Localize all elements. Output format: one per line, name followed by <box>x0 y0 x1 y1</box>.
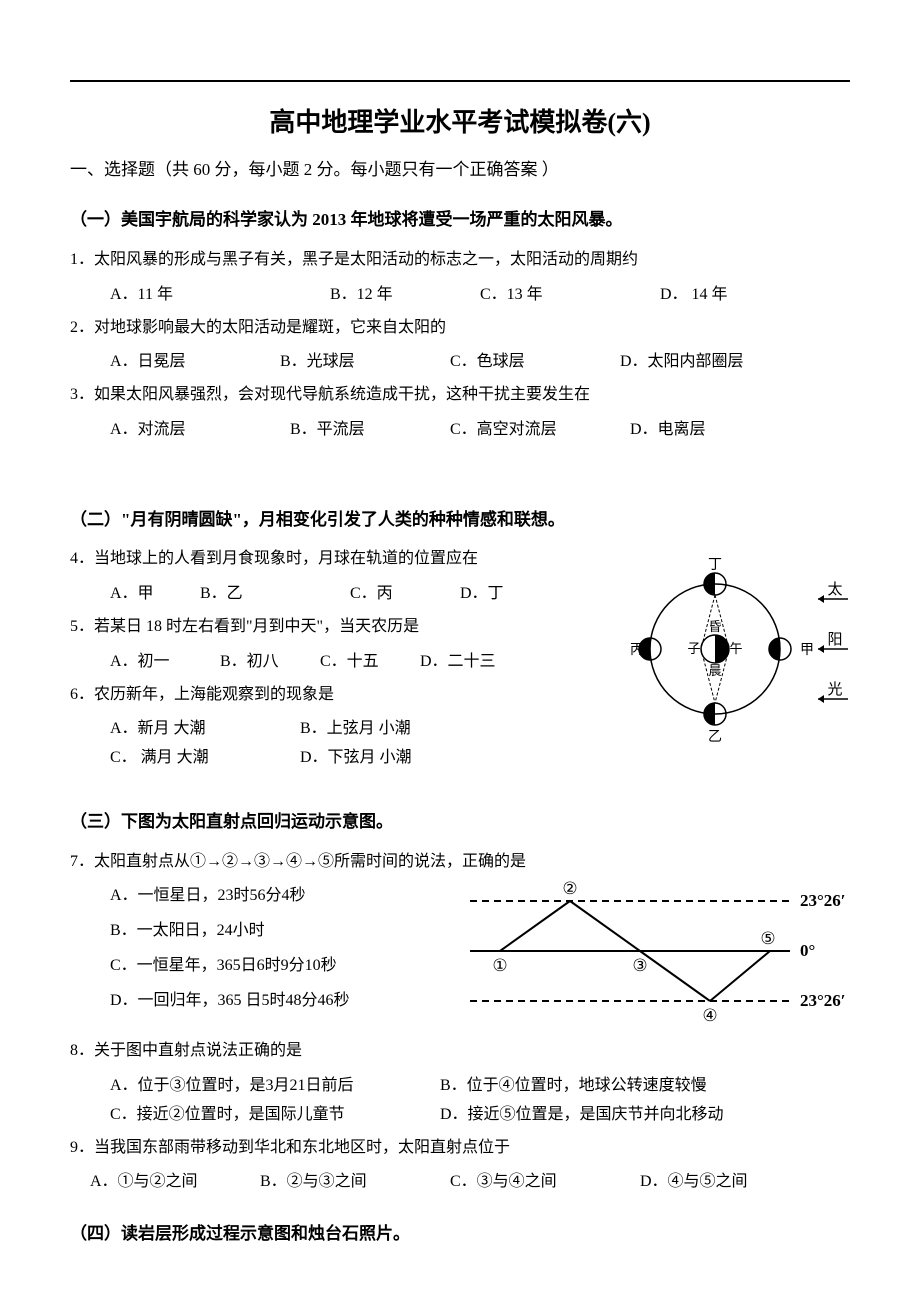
q4-opt-a: A．甲 <box>110 580 200 609</box>
svg-text:③: ③ <box>632 956 647 975</box>
q3-opt-b: B．平流层 <box>290 416 450 445</box>
question-1: 1．太阳风暴的形成与黑子有关，黑子是太阳活动的标志之一，太阳活动的周期约 <box>70 246 850 275</box>
svg-text:⑤: ⑤ <box>760 929 775 948</box>
svg-text:丙: 丙 <box>630 643 644 658</box>
q8-opt-d: D．接近⑤位置是，是国庆节并向北移动 <box>440 1101 724 1130</box>
exam-title: 高中地理学业水平考试模拟卷(六) <box>70 100 850 147</box>
q3-opt-c: C．高空对流层 <box>450 416 630 445</box>
q1-opt-d: D． 14 年 <box>660 281 728 310</box>
svg-text:太: 太 <box>827 581 842 598</box>
question-3-options: A．对流层 B．平流层 C．高空对流层 D．电离层 <box>110 416 850 445</box>
svg-text:②: ② <box>562 879 577 898</box>
q6-opt-c: C． 满月 大潮 <box>110 744 300 773</box>
q4-opt-b: B．乙 <box>200 580 350 609</box>
q5-opt-b: B．初八 <box>220 648 320 677</box>
q3-opt-d: D．电离层 <box>630 416 706 445</box>
question-2: 2．对地球影响最大的太阳活动是耀斑，它来自太阳的 <box>70 314 850 343</box>
q5-opt-c: C．十五 <box>320 648 420 677</box>
top-rule <box>70 80 850 82</box>
q9-opt-b: B．②与③之间 <box>260 1168 450 1197</box>
q5-opt-d: D．二十三 <box>420 648 496 677</box>
svg-text:丁: 丁 <box>708 558 722 573</box>
subsection-4-header: （四）读岩层形成过程示意图和烛台石照片。 <box>70 1219 850 1250</box>
question-9-options: A．①与②之间 B．②与③之间 C．③与④之间 D．④与⑤之间 <box>90 1168 850 1197</box>
question-8: 8．关于图中直射点说法正确的是 <box>70 1037 850 1066</box>
q5-opt-a: A．初一 <box>110 648 220 677</box>
q9-opt-a: A．①与②之间 <box>90 1168 260 1197</box>
subsection-2-header: （二）"月有阴晴圆缺"，月相变化引发了人类的种种情感和联想。 <box>70 505 850 536</box>
svg-text:晨: 晨 <box>708 663 721 678</box>
question-7: 7．太阳直射点从①→②→③→④→⑤所需时间的说法，正确的是 <box>70 848 850 877</box>
q9-opt-c: C．③与④之间 <box>450 1168 640 1197</box>
q3-opt-a: A．对流层 <box>110 416 290 445</box>
question-1-options: A．11 年 B．12 年 C．13 年 D． 14 年 <box>110 281 850 310</box>
q1-opt-a: A．11 年 <box>110 281 330 310</box>
svg-text:光: 光 <box>827 681 842 698</box>
svg-text:④: ④ <box>702 1006 717 1025</box>
question-3: 3．如果太阳风暴强烈，会对现代导航系统造成干扰，这种干扰主要发生在 <box>70 381 850 410</box>
svg-text:①: ① <box>492 956 507 975</box>
subsection-3-header: （三）下图为太阳直射点回归运动示意图。 <box>70 807 850 838</box>
q1-opt-b: B．12 年 <box>330 281 480 310</box>
q6-opt-d: D．下弦月 小潮 <box>300 744 412 773</box>
question-9: 9．当我国东部雨带移动到华北和东北地区时，太阳直射点位于 <box>70 1134 850 1163</box>
moon-phase-diagram: 昏 子 午 晨 丁 甲 乙 丙 太 阳 光 <box>620 549 850 760</box>
solar-point-diagram: 23°26′ 0° 23°26′ ① ② ③ ④ ⑤ <box>450 876 850 1037</box>
q8-opt-b: B．位于④位置时，地球公转速度较慢 <box>440 1072 707 1101</box>
svg-text:23°26′: 23°26′ <box>800 991 846 1010</box>
svg-text:0°: 0° <box>800 941 815 960</box>
q4-opt-c: C．丙 <box>350 580 460 609</box>
svg-text:乙: 乙 <box>708 729 722 745</box>
svg-text:甲: 甲 <box>800 643 814 658</box>
subsection-1-header: （一）美国宇航局的科学家认为 2013 年地球将遭受一场严重的太阳风暴。 <box>70 205 850 236</box>
q4-opt-d: D．丁 <box>460 580 504 609</box>
q9-opt-d: D．④与⑤之间 <box>640 1168 748 1197</box>
svg-text:23°26′: 23°26′ <box>800 891 846 910</box>
question-2-options: A．日冕层 B．光球层 C．色球层 D．太阳内部圈层 <box>110 348 850 377</box>
q2-opt-a: A．日冕层 <box>110 348 280 377</box>
q6-opt-b: B．上弦月 小潮 <box>300 715 411 744</box>
svg-text:昏: 昏 <box>708 619 721 634</box>
q2-opt-d: D．太阳内部圈层 <box>620 348 744 377</box>
question-8-options: A．位于③位置时，是3月21日前后 B．位于④位置时，地球公转速度较慢 C．接近… <box>110 1072 850 1130</box>
svg-text:午: 午 <box>729 641 742 656</box>
section-1-header: 一、选择题（共 60 分，每小题 2 分。每小题只有一个正确答案 ） <box>70 155 850 186</box>
svg-text:阳: 阳 <box>827 631 842 648</box>
q8-opt-c: C．接近②位置时，是国际儿童节 <box>110 1101 440 1130</box>
svg-text:子: 子 <box>687 641 700 656</box>
q1-opt-c: C．13 年 <box>480 281 660 310</box>
q6-opt-a: A．新月 大潮 <box>110 715 300 744</box>
q2-opt-b: B．光球层 <box>280 348 450 377</box>
q2-opt-c: C．色球层 <box>450 348 620 377</box>
q8-opt-a: A．位于③位置时，是3月21日前后 <box>110 1072 440 1101</box>
